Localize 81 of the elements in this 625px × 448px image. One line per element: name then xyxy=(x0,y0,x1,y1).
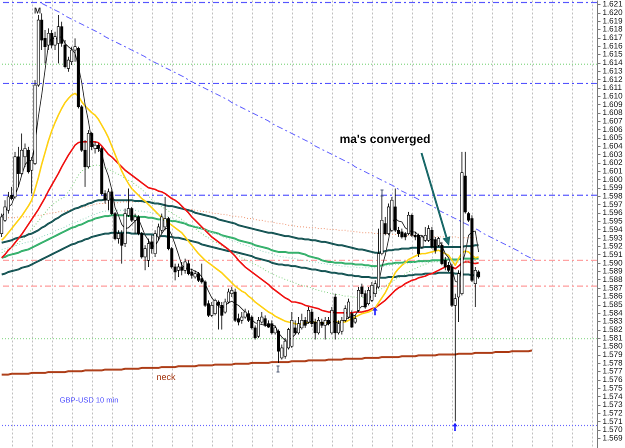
y-tick-label: 1.604 xyxy=(602,141,624,150)
candlestick xyxy=(56,14,60,64)
y-tick-label: 1.603 xyxy=(602,150,624,159)
y-tick-label: 1.618 xyxy=(602,24,624,34)
candlestick xyxy=(210,302,214,318)
y-tick-label: 1.587 xyxy=(602,283,624,292)
annotation: neck xyxy=(156,372,176,382)
y-tick-label: 1.578 xyxy=(602,358,624,368)
y-tick-label: 1.617 xyxy=(602,33,624,42)
y-tick-label: 1.598 xyxy=(602,192,624,201)
y-tick-label: 1.595 xyxy=(602,216,624,226)
y-tick-label: 1.594 xyxy=(602,224,624,234)
candlestick xyxy=(244,308,247,320)
candlestick xyxy=(220,302,224,330)
candlestick xyxy=(400,228,404,239)
y-tick-label: 1.619 xyxy=(602,16,624,26)
y-tick-label: 1.585 xyxy=(602,300,624,310)
y-tick-label: 1.591 xyxy=(602,250,624,259)
candlestick xyxy=(216,300,220,330)
y-tick-label: 1.620 xyxy=(602,8,624,18)
candlestick xyxy=(297,316,300,335)
y-tick-label: 1.570 xyxy=(602,425,624,434)
y-tick-label: 1.606 xyxy=(602,124,624,134)
candlestick xyxy=(180,262,184,276)
y-tick-label: 1.588 xyxy=(602,274,624,284)
y-tick-label: 1.580 xyxy=(602,342,624,351)
y-tick-label: 1.579 xyxy=(602,350,624,360)
candlestick xyxy=(240,312,244,324)
y-tick-label: 1.571 xyxy=(602,416,624,426)
y-tick-label: 1.581 xyxy=(602,333,624,342)
y-tick-label: 1.621 xyxy=(602,0,624,9)
y-tick-label: 1.610 xyxy=(602,91,624,100)
candlestick xyxy=(270,320,274,335)
candlestick xyxy=(50,30,54,49)
candlestick xyxy=(307,306,310,324)
candlestick xyxy=(186,260,190,276)
y-tick-label: 1.616 xyxy=(602,41,624,50)
y-tick-label: 1.582 xyxy=(602,325,624,334)
annotation: M xyxy=(34,6,42,16)
y-tick-label: 1.611 xyxy=(602,83,622,92)
y-tick-label: 1.575 xyxy=(602,383,624,392)
y-tick-label: 1.589 xyxy=(602,266,624,276)
y-tick-label: 1.613 xyxy=(602,66,624,76)
candlestick xyxy=(264,314,267,328)
y-tick-label: 1.615 xyxy=(602,50,624,59)
y-tick-label: 1.600 xyxy=(602,174,624,184)
y-tick-label: 1.609 xyxy=(602,100,624,109)
y-tick-label: 1.601 xyxy=(602,166,624,176)
y-tick-label: 1.592 xyxy=(602,242,624,251)
y-tick-label: 1.597 xyxy=(602,200,624,209)
candlestick xyxy=(410,213,414,238)
annotation: ma's converged xyxy=(340,132,430,146)
candlestick xyxy=(146,238,150,268)
y-tick-label: 1.608 xyxy=(602,108,624,118)
y-tick-label: 1.586 xyxy=(602,292,624,301)
candlestick xyxy=(276,329,280,364)
y-tick-label: 1.573 xyxy=(602,400,624,410)
y-tick-label: 1.584 xyxy=(602,308,624,318)
y-tick-label: 1.577 xyxy=(602,366,624,376)
candlestick xyxy=(357,286,360,312)
y-tick-label: 1.602 xyxy=(602,158,624,168)
y-tick-label: 1.612 xyxy=(602,74,624,84)
y-tick-label: 1.593 xyxy=(602,233,624,242)
y-tick-label: 1.590 xyxy=(602,258,624,268)
y-tick-label: 1.583 xyxy=(602,316,624,326)
candlestick xyxy=(430,226,434,250)
candlestick xyxy=(370,282,374,302)
candlestick xyxy=(184,258,187,274)
y-tick-label: 1.576 xyxy=(602,375,624,384)
candlestick xyxy=(417,233,420,258)
candlestick xyxy=(324,316,327,340)
y-tick-label: 1.599 xyxy=(602,183,624,192)
y-tick-label: 1.605 xyxy=(602,133,624,142)
y-tick-label: 1.572 xyxy=(602,408,624,418)
y-tick-label: 1.569 xyxy=(602,433,624,442)
candlestick xyxy=(176,263,180,278)
y-tick-label: 1.607 xyxy=(602,116,624,126)
y-tick-label: 1.596 xyxy=(602,208,624,218)
y-tick-label: 1.574 xyxy=(602,392,624,401)
candlestick xyxy=(106,188,110,211)
y-tick-label: 1.614 xyxy=(602,58,624,68)
